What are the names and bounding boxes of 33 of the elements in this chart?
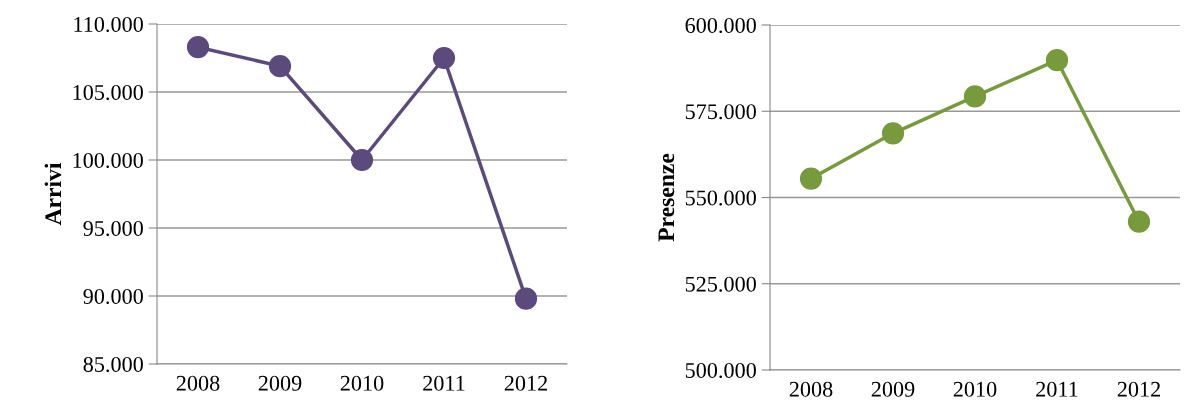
point (186, 36, 210, 59)
y-tick-label: 550.000 (685, 190, 756, 206)
y-tick-label: 600.000 (685, 17, 756, 34)
x-tick-label: 2009 (258, 375, 302, 391)
point (514, 287, 538, 310)
y-tick-label: 85.000 (83, 356, 143, 373)
y-tick-label: 90.000 (83, 288, 143, 305)
y-tick-label: 525.000 (685, 276, 756, 292)
point (1045, 49, 1069, 72)
x-tick-label: 2012 (504, 375, 547, 391)
x-tick-label: 2011 (1036, 381, 1078, 397)
x-tick-label: 2010 (953, 381, 997, 397)
x-tick-label: 2009 (871, 381, 915, 397)
y-axis-title: Presenze (658, 153, 675, 242)
y-tick-label: 575.000 (685, 104, 756, 120)
y-tick-label: 110.000 (74, 16, 143, 33)
y-tick-label: 105.000 (73, 84, 143, 101)
point (881, 122, 905, 145)
y-tick-label: 500.000 (685, 362, 756, 379)
x-tick-label: 2010 (340, 375, 384, 391)
y-tick-label: 95.000 (83, 220, 143, 237)
y-axis-title: Arrivi (44, 162, 62, 226)
x-tick-label: 2008 (789, 381, 833, 397)
point (268, 55, 292, 78)
point (432, 46, 456, 70)
point (799, 167, 823, 190)
y-tick-label: 100.000 (73, 152, 143, 169)
point (963, 85, 987, 108)
x-tick-label: 2012 (1117, 381, 1160, 397)
point (1127, 210, 1151, 233)
point (350, 148, 374, 172)
x-tick-label: 2011 (423, 375, 465, 391)
x-tick-label: 2008 (176, 375, 220, 391)
